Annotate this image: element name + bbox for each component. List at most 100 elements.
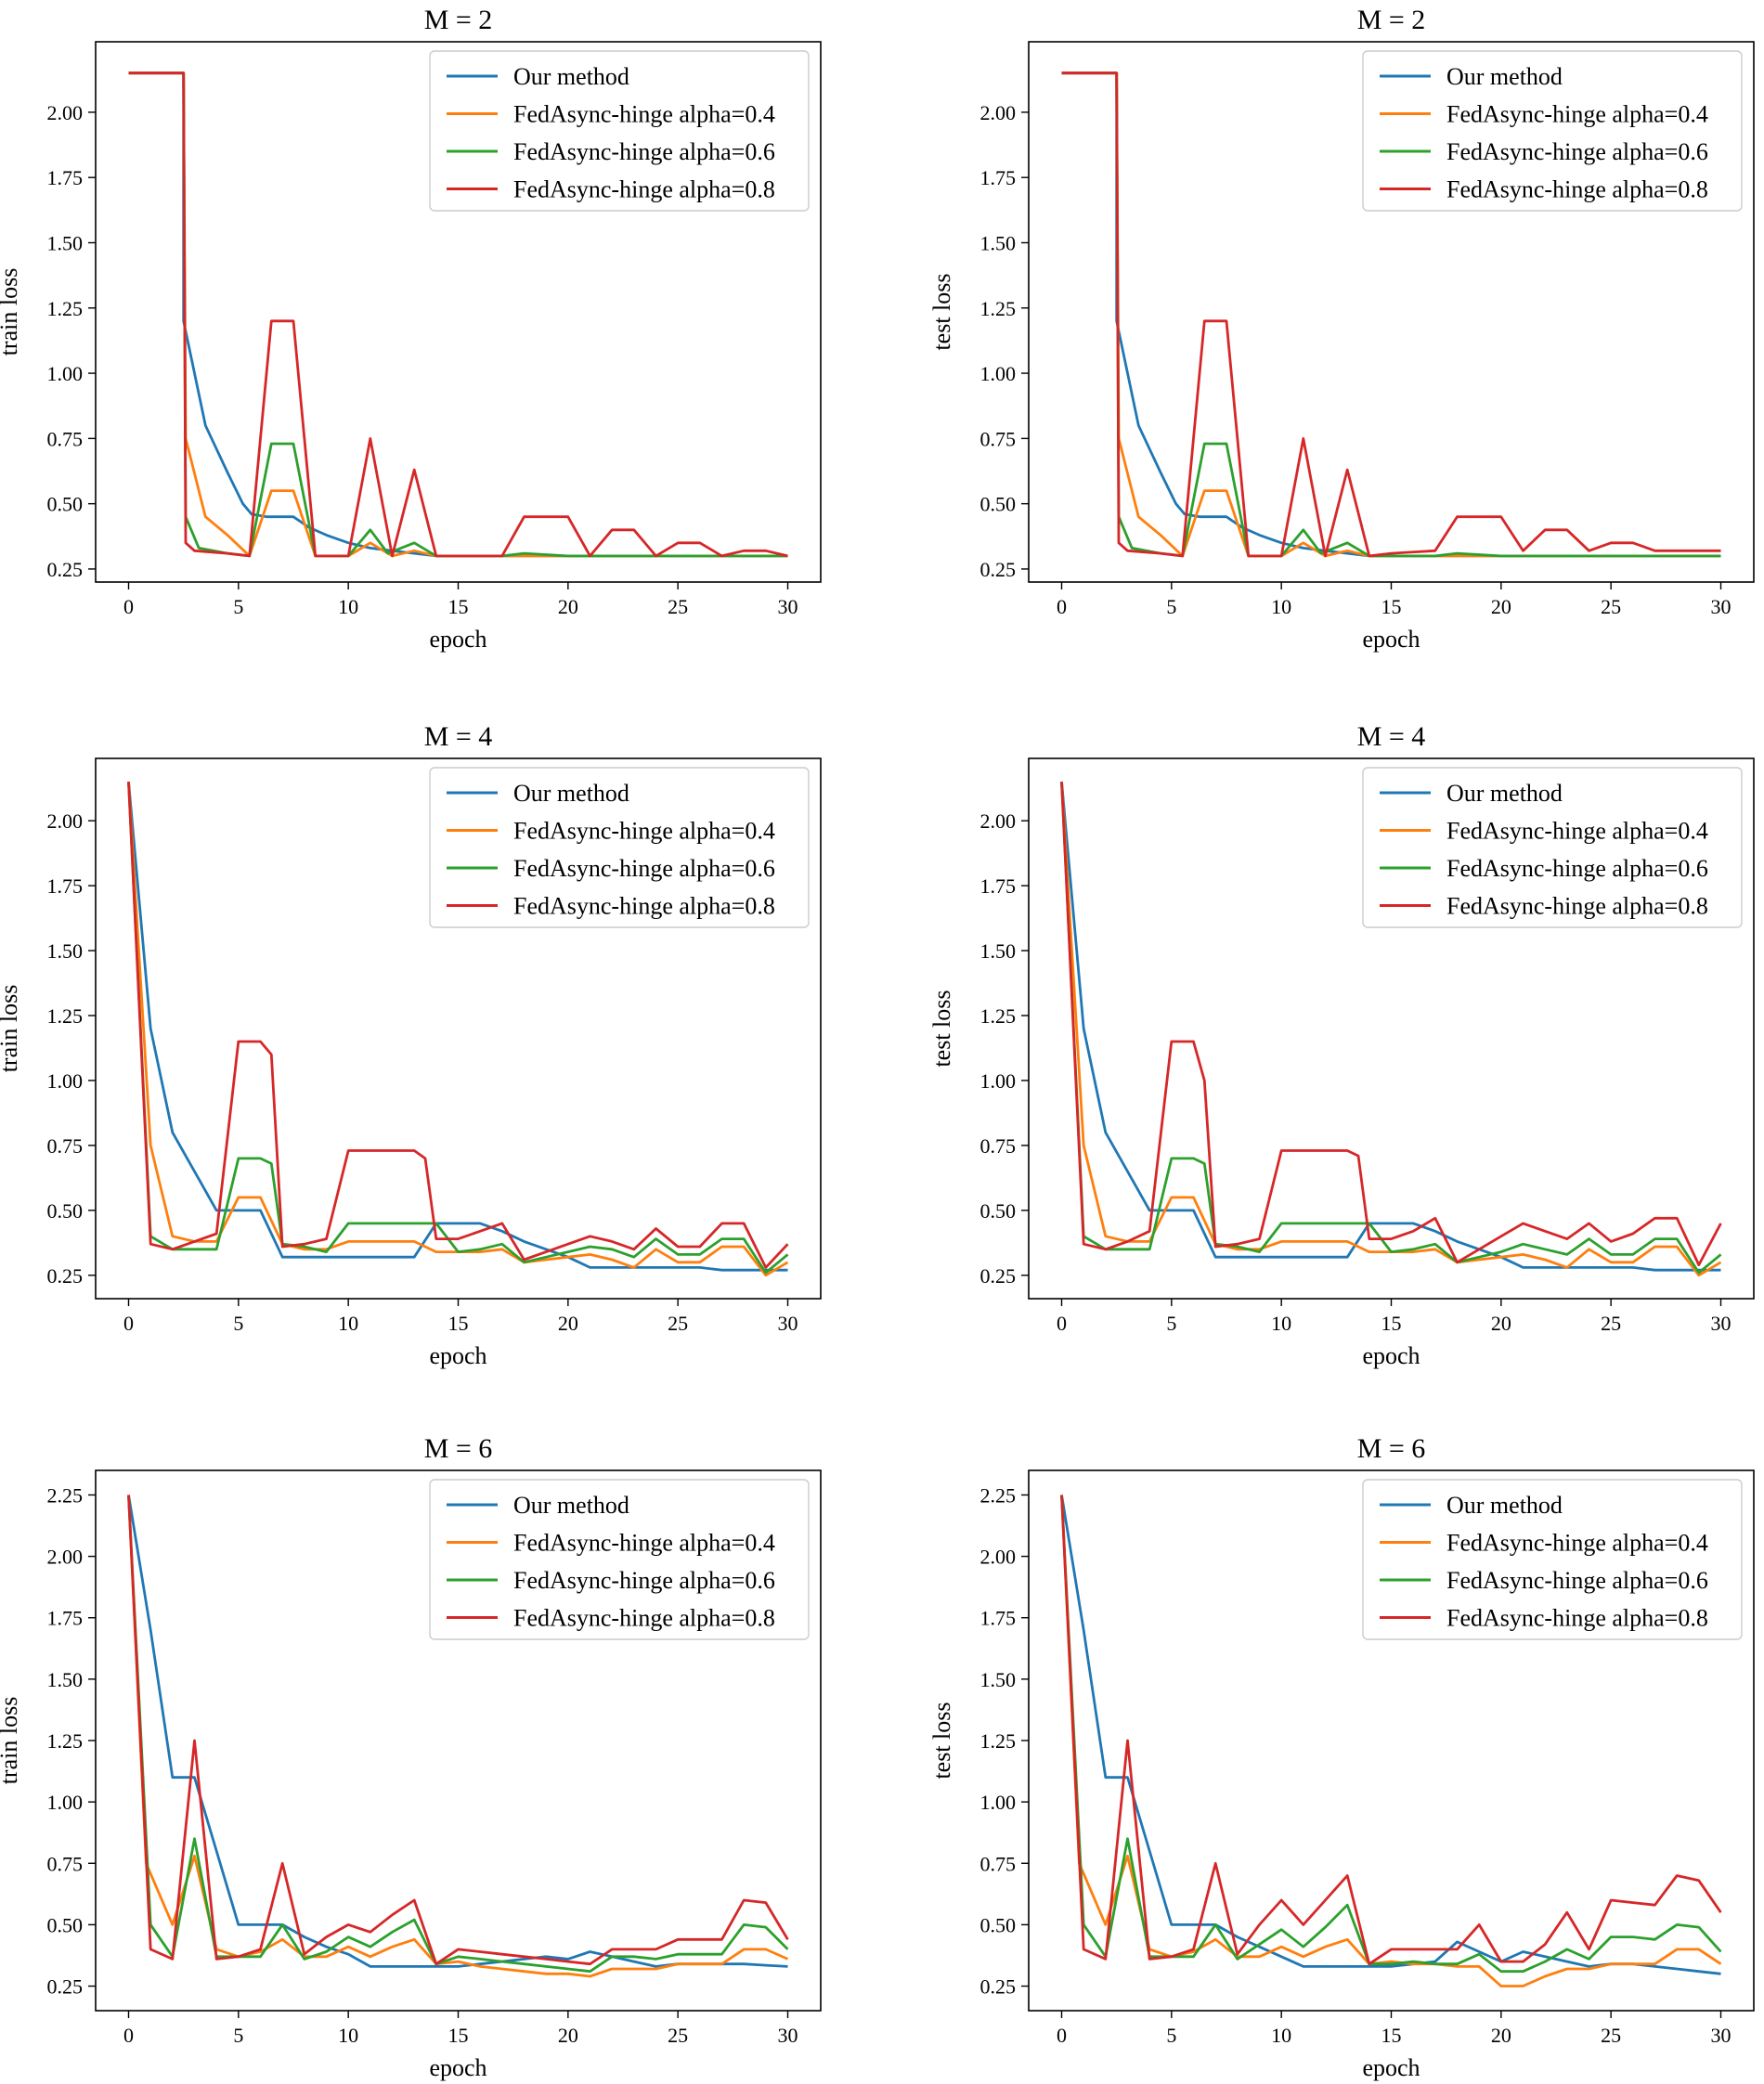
y-tick-label: 1.75 xyxy=(980,1607,1017,1630)
y-tick-label: 0.50 xyxy=(980,1913,1017,1936)
y-tick-label: 1.00 xyxy=(47,362,84,385)
y-tick-label: 1.75 xyxy=(980,166,1017,189)
chart-2: M = 2 0 5 10 15 20 25 30 0.25 0.50 0.75 1.00 1.25 1.5… xyxy=(928,5,1755,653)
y-tick-label: 2.00 xyxy=(980,101,1017,124)
x-tick-label: 30 xyxy=(1711,2024,1732,2047)
x-tick-label: 30 xyxy=(778,595,798,618)
x-axis-label: epoch xyxy=(429,626,486,653)
legend-entry: Our method xyxy=(1446,1492,1563,1519)
chart-title: M = 4 xyxy=(424,721,493,752)
x-tick-label: 20 xyxy=(1491,595,1511,618)
y-tick-label: 0.75 xyxy=(980,1134,1017,1158)
x-tick-label: 25 xyxy=(1601,2024,1621,2047)
x-tick-label: 5 xyxy=(1166,595,1176,618)
legend-box xyxy=(1362,767,1743,928)
y-axis-label: test loss xyxy=(928,990,955,1067)
series-line-1 xyxy=(127,782,788,1272)
x-tick-label: 20 xyxy=(1491,1312,1511,1335)
legend-entry: FedAsync-hinge alpha=0.6 xyxy=(1446,855,1708,882)
x-tick-label: 5 xyxy=(1166,1312,1176,1335)
y-tick-label: 2.00 xyxy=(47,101,84,124)
y-tick-label: 1.75 xyxy=(980,874,1017,898)
chart-title: M = 6 xyxy=(1357,1433,1426,1464)
legend-box xyxy=(429,767,810,928)
x-tick-label: 30 xyxy=(778,1312,798,1335)
chart-6: M = 6 0 5 10 15 20 25 30 0.25 0.50 0.75 1.00 1.25 1.5… xyxy=(928,1433,1755,2081)
y-tick-label: 1.25 xyxy=(47,297,84,320)
series-line-3 xyxy=(128,71,788,558)
y-tick-label: 2.00 xyxy=(47,809,84,833)
series-line-4 xyxy=(1060,782,1722,1266)
y-tick-label: 1.50 xyxy=(980,1668,1017,1691)
y-tick-label: 1.50 xyxy=(980,231,1017,254)
y-tick-label: 0.25 xyxy=(47,1264,84,1288)
legend-box xyxy=(1362,50,1743,212)
x-tick-label: 15 xyxy=(1381,595,1402,618)
y-tick-label: 1.00 xyxy=(980,362,1017,385)
y-tick-label: 0.50 xyxy=(980,1199,1017,1223)
y-tick-label: 1.50 xyxy=(47,939,84,963)
x-axis-label: epoch xyxy=(1362,1342,1420,1369)
x-axis-label: epoch xyxy=(1362,626,1420,653)
chart-title: M = 2 xyxy=(1357,5,1426,35)
x-axis-label: epoch xyxy=(429,2054,486,2081)
y-tick-label: 2.00 xyxy=(980,1546,1017,1569)
series-line-4 xyxy=(128,71,788,558)
legend: Our method FedAsync-hinge alpha=0.4 FedAsy… xyxy=(1362,767,1743,928)
legend-entry: FedAsync-hinge alpha=0.4 xyxy=(1446,1530,1708,1557)
y-tick-label: 0.75 xyxy=(47,427,84,450)
legend-entry: FedAsync-hinge alpha=0.6 xyxy=(1446,138,1708,165)
y-tick-label: 1.00 xyxy=(47,1069,84,1093)
legend-entry: FedAsync-hinge alpha=0.4 xyxy=(1446,818,1708,845)
legend-entry: FedAsync-hinge alpha=0.4 xyxy=(513,1530,775,1557)
legend-entry: Our method xyxy=(513,780,629,807)
x-tick-label: 5 xyxy=(233,2024,243,2047)
chart-4: M = 4 0 5 10 15 20 25 30 0.25 0.50 0.75 1.00 1.25 1.5… xyxy=(928,721,1755,1369)
y-tick-label: 1.25 xyxy=(47,1004,84,1028)
y-tick-label: 0.50 xyxy=(47,1913,84,1936)
x-tick-label: 25 xyxy=(668,1312,688,1335)
x-tick-label: 10 xyxy=(338,1312,358,1335)
legend-entry: FedAsync-hinge alpha=0.4 xyxy=(513,818,775,845)
series-line-4 xyxy=(1060,1495,1722,1966)
x-tick-label: 0 xyxy=(123,2024,134,2047)
y-tick-label: 1.50 xyxy=(980,939,1017,963)
legend-entry: FedAsync-hinge alpha=0.6 xyxy=(1446,1567,1708,1594)
legend-entry: Our method xyxy=(513,63,629,90)
y-tick-label: 0.25 xyxy=(980,558,1017,581)
legend: Our method FedAsync-hinge alpha=0.4 FedAsy… xyxy=(429,767,810,928)
y-axis-label: test loss xyxy=(928,273,955,350)
x-tick-label: 25 xyxy=(668,595,688,618)
y-tick-label: 2.25 xyxy=(47,1483,84,1507)
x-tick-label: 20 xyxy=(558,1312,578,1335)
x-tick-label: 10 xyxy=(338,2024,358,2047)
legend-box xyxy=(429,50,810,212)
chart-1: M = 2 0 5 10 15 20 25 30 0.25 0.50 0.75 1.00 1.25 1.5… xyxy=(0,5,822,653)
legend-entry: FedAsync-hinge alpha=0.6 xyxy=(513,138,775,165)
series-line-4 xyxy=(127,782,789,1269)
y-tick-label: 1.25 xyxy=(980,297,1017,320)
x-tick-label: 15 xyxy=(1381,2024,1402,2047)
legend-box xyxy=(429,1479,810,1640)
x-tick-label: 10 xyxy=(1271,595,1291,618)
y-tick-label: 0.25 xyxy=(47,558,84,581)
y-tick-label: 0.75 xyxy=(47,1134,84,1158)
legend-entry: Our method xyxy=(513,1492,629,1519)
x-tick-label: 15 xyxy=(1381,1312,1402,1335)
series-line-1 xyxy=(1060,782,1721,1272)
legend-entry: FedAsync-hinge alpha=0.6 xyxy=(513,855,775,882)
y-tick-label: 0.50 xyxy=(47,1199,84,1223)
legend-entry: Our method xyxy=(1446,780,1563,807)
y-tick-label: 2.25 xyxy=(980,1483,1017,1507)
x-tick-label: 30 xyxy=(1711,595,1732,618)
chart-title: M = 2 xyxy=(424,5,493,35)
x-tick-label: 5 xyxy=(233,1312,243,1335)
y-tick-label: 1.00 xyxy=(980,1069,1017,1093)
x-tick-label: 25 xyxy=(1601,595,1621,618)
y-axis-label: train loss xyxy=(0,1697,22,1785)
y-tick-label: 1.00 xyxy=(47,1791,84,1814)
legend: Our method FedAsync-hinge alpha=0.4 FedAsy… xyxy=(1362,50,1743,212)
x-tick-label: 20 xyxy=(558,2024,578,2047)
series-line-4 xyxy=(1061,71,1721,558)
